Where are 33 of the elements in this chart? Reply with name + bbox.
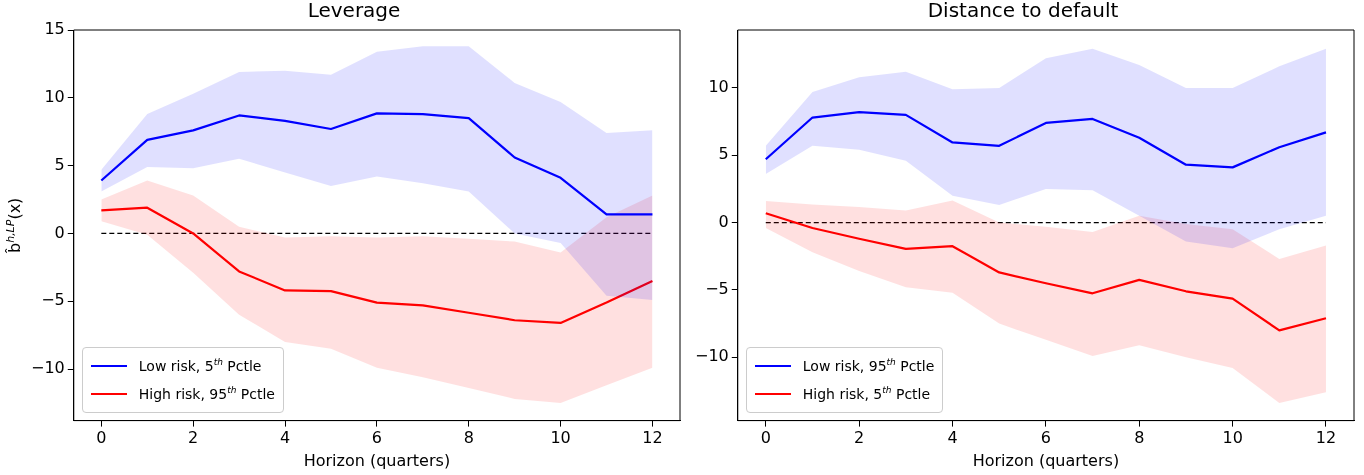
x-tick-label: 2 bbox=[188, 428, 199, 448]
x-tick-label: 12 bbox=[1315, 428, 1337, 448]
legend-label: Low risk, 5$^{th}$ Pctle bbox=[138, 357, 262, 374]
x-tick-label: 4 bbox=[279, 428, 291, 448]
y-tick-label: 15 bbox=[44, 19, 65, 39]
y-tick-label: 10 bbox=[708, 77, 729, 97]
y-tick-label: −10 bbox=[31, 358, 65, 378]
x-tick-label: 10 bbox=[550, 428, 571, 448]
x-tick-label: 2 bbox=[854, 428, 865, 448]
x-tick-label: 10 bbox=[1222, 428, 1243, 448]
x-tick-label: 6 bbox=[1040, 428, 1051, 448]
y-tick-label: 5 bbox=[54, 154, 65, 174]
chart-title: Distance to default bbox=[927, 0, 1119, 23]
x-tick-label: 0 bbox=[760, 428, 771, 448]
x-tick-label: 4 bbox=[947, 428, 958, 448]
x-tick-label: 8 bbox=[463, 428, 474, 448]
x-tick-label: 12 bbox=[642, 428, 663, 448]
legend-label: High risk, 95$^{th}$ Pctle bbox=[138, 385, 275, 402]
y-tick-label: 10 bbox=[44, 86, 65, 106]
x-tick-label: 0 bbox=[96, 428, 107, 448]
x-tick-label: 6 bbox=[371, 428, 382, 448]
y-tick-label: 5 bbox=[718, 144, 729, 164]
y-tick-label: −10 bbox=[695, 346, 729, 366]
legend-label: High risk, 5$^{th}$ Pctle bbox=[802, 385, 931, 402]
x-tick-label: 8 bbox=[1134, 428, 1145, 448]
x-axis-title: Horizon (quarters) bbox=[972, 450, 1120, 470]
y-tick-label: 0 bbox=[718, 211, 729, 231]
x-axis-title: Horizon (quarters) bbox=[303, 450, 451, 470]
y-tick-label: −5 bbox=[705, 279, 729, 299]
chart-title: Leverage bbox=[307, 0, 401, 23]
y-tick-label: 0 bbox=[54, 222, 65, 242]
y-tick-label: −5 bbox=[41, 290, 65, 310]
legend-label: Low risk, 95$^{th}$ Pctle bbox=[802, 357, 935, 374]
